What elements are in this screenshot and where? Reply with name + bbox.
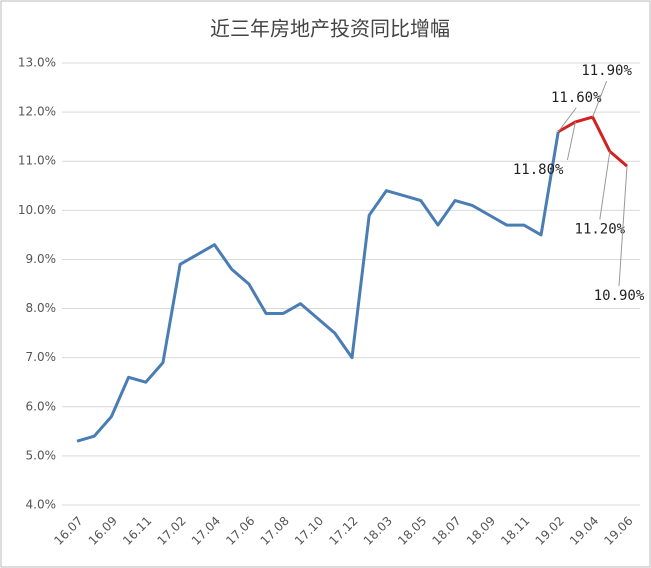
data-label: 11.90%	[581, 63, 632, 79]
leader-line	[618, 166, 628, 287]
y-tick-label: 10.0%	[18, 203, 56, 217]
y-tick-label: 8.0%	[26, 301, 57, 315]
y-tick-label: 7.0%	[26, 350, 57, 364]
y-tick-label: 5.0%	[26, 448, 57, 462]
y-tick-label: 9.0%	[26, 252, 57, 266]
y-tick-label: 11.0%	[18, 154, 56, 168]
y-tick-label: 12.0%	[18, 105, 56, 119]
y-tick-label: 6.0%	[26, 399, 57, 413]
leader-line	[566, 121, 576, 161]
series-line	[76, 131, 560, 443]
chart-title: 近三年房地产投资同比增幅	[210, 17, 450, 41]
leader-line	[557, 107, 577, 133]
y-tick-label: 13.0%	[18, 56, 56, 70]
leader-line	[592, 80, 608, 118]
data-label: 11.20%	[575, 221, 626, 237]
leader-line	[599, 151, 611, 220]
data-label: 11.80%	[513, 162, 564, 178]
data-label: 11.60%	[551, 90, 602, 106]
data-label: 10.90%	[594, 288, 645, 304]
y-tick-label: 4.0%	[26, 498, 57, 512]
